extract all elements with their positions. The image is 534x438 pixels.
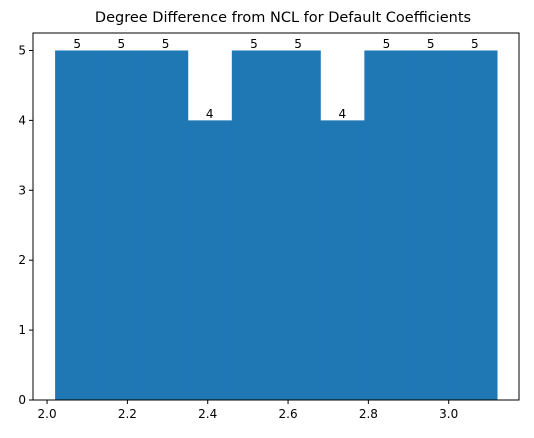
bar-value-label: 5 [383, 37, 391, 51]
y-axis: 0 1 2 3 4 5 [18, 43, 33, 407]
histogram-bar [187, 120, 233, 400]
x-tick-label: 2.6 [279, 407, 298, 421]
bars-layer [55, 50, 498, 400]
histogram-bar [55, 50, 100, 400]
x-tick-label: 2.0 [38, 407, 57, 421]
x-tick-label: 2.8 [359, 407, 378, 421]
bar-value-label: 5 [250, 37, 258, 51]
x-axis: 2.0 2.2 2.4 2.6 2.8 3.0 [38, 400, 458, 421]
x-tick-label: 2.2 [118, 407, 137, 421]
y-tick-label: 5 [18, 43, 26, 57]
histogram-bar [408, 50, 454, 400]
histogram-bar [320, 120, 365, 400]
histogram-bar [231, 50, 277, 400]
y-tick-label: 3 [18, 183, 26, 197]
histogram-bar [99, 50, 145, 400]
bar-value-label: 5 [294, 37, 302, 51]
plot-frame [32, 32, 520, 401]
y-tick-label: 0 [18, 393, 26, 407]
x-tick-label: 3.0 [439, 407, 458, 421]
bar-value-label: 5 [73, 37, 81, 51]
bar-value-label: 4 [206, 107, 214, 121]
y-tick-label: 4 [18, 113, 26, 127]
x-tick-label: 2.4 [198, 407, 217, 421]
y-tick-label: 2 [18, 253, 26, 267]
bar-value-label: 5 [427, 37, 435, 51]
chart-title: Degree Difference from NCL for Default C… [95, 10, 471, 26]
y-tick-label: 1 [18, 323, 26, 337]
data-labels-layer: 5 5 5 4 5 5 4 5 5 5 [73, 37, 478, 121]
histogram-bar [143, 50, 189, 400]
bar-value-label: 5 [118, 37, 126, 51]
histogram-bar [364, 50, 410, 400]
histogram-bar [452, 50, 498, 400]
histogram-bar [276, 50, 321, 400]
bar-value-label: 5 [471, 37, 479, 51]
bar-value-label: 5 [162, 37, 170, 51]
bar-value-label: 4 [338, 107, 346, 121]
